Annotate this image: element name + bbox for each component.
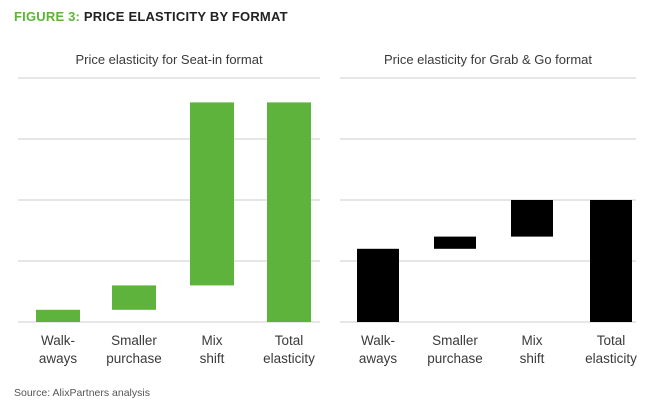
waterfall-bar: [267, 102, 311, 323]
waterfall-bar: [357, 248, 399, 322]
figure-label: FIGURE 3:: [14, 9, 81, 24]
panel-title: Price elasticity for Seat-in format: [75, 52, 263, 67]
waterfall-bar: [112, 285, 156, 310]
category-label: Total elasticity: [263, 333, 315, 366]
grab-and-go-panel: Price elasticity for Grab & Go format Wal…: [340, 52, 637, 366]
figure-title: FIGURE 3: PRICE ELASTICITY BY FORMAT: [14, 9, 288, 24]
panel-title: Price elasticity for Grab & Go format: [384, 52, 592, 67]
category-label: Mix shift: [520, 333, 545, 366]
figure-heading: PRICE ELASTICITY BY FORMAT: [83, 9, 288, 24]
category-label: Walk-aways: [359, 333, 398, 366]
waterfall-bar: [36, 309, 80, 322]
category-label: Walk-aways: [39, 333, 78, 366]
waterfall-bar: [511, 200, 553, 237]
category-label: Mix shift: [200, 333, 225, 366]
waterfall-bar: [434, 236, 476, 249]
waterfall-bar: [190, 102, 234, 286]
category-label: Smaller purchase: [427, 333, 483, 366]
category-label: Smaller purchase: [106, 333, 162, 366]
category-label: Total elasticity: [585, 333, 637, 366]
seat-in-panel: Price elasticity for Seat-in format Walk-…: [18, 52, 320, 366]
waterfall-bar: [590, 200, 632, 322]
source-note: Source: AlixPartners analysis: [14, 387, 150, 399]
